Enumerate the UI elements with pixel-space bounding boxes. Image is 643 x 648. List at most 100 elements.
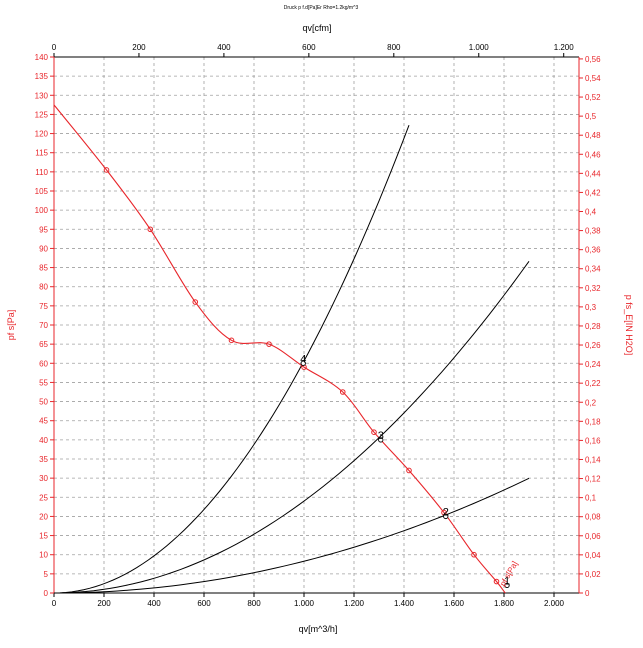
y-tick-label: 105 xyxy=(35,187,49,196)
y-tick-label: 95 xyxy=(39,225,48,234)
y-tick-label: 100 xyxy=(35,206,49,215)
y2-tick-label: 0,16 xyxy=(585,436,601,445)
y-tick-label: 90 xyxy=(39,244,48,253)
y2-tick-label: 0,42 xyxy=(585,188,601,197)
y-tick-label: 25 xyxy=(39,493,48,502)
y2-tick-label: 0 xyxy=(585,589,590,598)
x2-axis-label: qv[cfm] xyxy=(302,23,331,33)
y-tick-label: 75 xyxy=(39,302,48,311)
y2-tick-label: 0,32 xyxy=(585,284,601,293)
x2-tick-label: 600 xyxy=(302,43,316,52)
y-tick-label: 5 xyxy=(44,570,49,579)
operating-point-label: 4 xyxy=(300,353,306,365)
y2-tick-label: 0,02 xyxy=(585,570,601,579)
y2-tick-label: 0,24 xyxy=(585,360,601,369)
x-tick-label: 200 xyxy=(97,599,111,608)
y2-tick-label: 0,22 xyxy=(585,379,601,388)
fan-curve-point xyxy=(266,341,272,347)
x-tick-label: 800 xyxy=(247,599,261,608)
x-tick-label: 1.000 xyxy=(294,599,315,608)
operating-point-label: 3 xyxy=(378,430,384,442)
y2-tick-label: 0,14 xyxy=(585,455,601,464)
y2-tick-label: 0,2 xyxy=(585,398,597,407)
y2-tick-label: 0,28 xyxy=(585,322,601,331)
y-tick-label: 35 xyxy=(39,455,48,464)
fan-curve-point xyxy=(493,578,500,585)
x-tick-label: 0 xyxy=(52,599,57,608)
y2-tick-label: 0,1 xyxy=(585,494,597,503)
y-tick-label: 30 xyxy=(39,474,48,483)
operating-point-marker xyxy=(443,513,449,520)
y-tick-label: 55 xyxy=(39,378,48,387)
operating-point-marker xyxy=(378,437,384,443)
y2-tick-label: 0,52 xyxy=(585,93,601,102)
x2-tick-label: 800 xyxy=(387,43,401,52)
y2-tick-label: 0,06 xyxy=(585,532,601,541)
operating-point-label: 1 xyxy=(504,575,510,587)
operating-point-label: 2 xyxy=(443,506,449,518)
y-tick-label: 125 xyxy=(35,110,49,119)
x-axis-label: qv[m^3/h] xyxy=(299,624,338,634)
y2-tick-label: 0,38 xyxy=(585,227,601,236)
fan-curve xyxy=(53,104,506,594)
system-curve-line xyxy=(53,477,530,594)
y-tick-label: 40 xyxy=(39,436,48,445)
fan-curve-point xyxy=(147,226,154,233)
fan-curve-line xyxy=(53,104,506,594)
y2-tick-label: 0,4 xyxy=(585,208,597,217)
y-axis-label: pf s[Pa] xyxy=(6,310,16,341)
fan-curve-point xyxy=(103,167,110,173)
x-tick-label: 1.200 xyxy=(344,599,365,608)
y-tick-label: 20 xyxy=(39,512,48,521)
fan-curve-points xyxy=(103,167,500,585)
fan-curve-point xyxy=(192,299,199,305)
y-tick-label: 50 xyxy=(39,398,48,407)
axis-ticks: 0 200 400 600 800 1.000 1.200 1.400 1.600 1.800 2.… xyxy=(35,43,601,608)
y-tick-label: 110 xyxy=(35,168,48,177)
y-tick-label: 130 xyxy=(35,91,49,100)
y-tick-label: 65 xyxy=(39,340,48,349)
y-tick-label: 45 xyxy=(39,417,48,426)
x-tick-label: 400 xyxy=(147,599,161,608)
y-tick-label: 85 xyxy=(39,264,48,273)
y2-tick-label: 0,56 xyxy=(585,55,601,64)
y2-tick-label: 0,5 xyxy=(585,112,597,121)
y2-tick-label: 0,54 xyxy=(585,74,601,83)
y-tick-label: 10 xyxy=(39,551,48,560)
y-tick-label: 135 xyxy=(35,72,49,81)
y2-tick-label: 0,12 xyxy=(585,475,601,484)
x2-tick-label: 400 xyxy=(217,43,231,52)
y2-tick-label: 0,3 xyxy=(585,303,597,312)
system-curves xyxy=(53,124,530,594)
fan-curve-point xyxy=(406,467,412,474)
fan-curve-point xyxy=(371,429,377,436)
chart-title: Druck p f.d[Pa]Er Rho=1.2kg/m^3 xyxy=(284,5,359,11)
grid xyxy=(54,56,579,593)
y2-tick-label: 0,08 xyxy=(585,513,601,522)
y2-tick-label: 0,18 xyxy=(585,417,601,426)
x-tick-label: 1.800 xyxy=(494,599,515,608)
y-tick-label: 0 xyxy=(44,589,49,598)
x2-tick-label: 1.200 xyxy=(554,43,575,52)
y-tick-label: 80 xyxy=(39,283,48,292)
y2-tick-label: 0,48 xyxy=(585,131,601,140)
fan-curve-point xyxy=(471,551,477,558)
x2-tick-label: 200 xyxy=(132,43,146,52)
y-tick-label: 70 xyxy=(39,321,48,330)
x2-tick-label: 0 xyxy=(52,43,57,52)
operating-point-marker xyxy=(300,360,306,366)
y2-tick-label: 0,44 xyxy=(585,169,601,178)
y-tick-label: 15 xyxy=(39,532,48,541)
x-tick-label: 2.000 xyxy=(544,599,565,608)
y-tick-label: 140 xyxy=(35,53,49,62)
system-curve-line xyxy=(53,124,410,594)
fan-curve-point xyxy=(339,389,346,395)
y2-tick-label: 0,34 xyxy=(585,265,601,274)
y2-tick-label: 0,26 xyxy=(585,341,601,350)
x-tick-label: 1.600 xyxy=(444,599,465,608)
y-tick-label: 60 xyxy=(39,359,48,368)
y2-tick-label: 0,36 xyxy=(585,246,601,255)
fan-curve-point xyxy=(228,337,235,344)
x-tick-label: 600 xyxy=(197,599,211,608)
